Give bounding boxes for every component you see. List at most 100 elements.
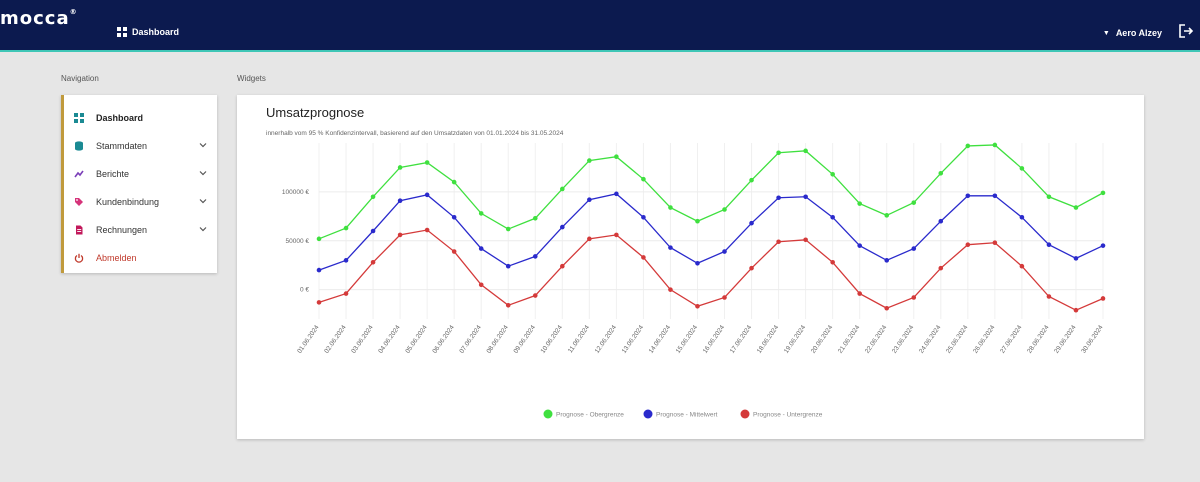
- data-point: [965, 193, 971, 199]
- data-point: [478, 282, 484, 288]
- legend-label: Prognose - Obergrenze: [556, 411, 624, 418]
- data-point: [1100, 243, 1106, 248]
- power-icon: [74, 253, 84, 263]
- data-point: [343, 225, 349, 231]
- x-tick-label: 12.06.2024: [594, 324, 619, 355]
- data-point: [587, 236, 592, 242]
- data-point: [1046, 194, 1052, 200]
- data-point: [830, 171, 835, 177]
- data-point: [911, 295, 917, 300]
- y-tick-label: 0 €: [300, 287, 309, 294]
- legend-label: Prognose - Untergrenze: [753, 411, 823, 418]
- series-line-3: [318, 229, 1104, 311]
- x-tick-label: 28.06.2024: [1026, 324, 1051, 355]
- data-point: [614, 154, 619, 159]
- data-point: [965, 242, 971, 247]
- sidebar-item-dashboard[interactable]: Dashboard: [64, 104, 217, 132]
- x-tick-label: 03.06.2024: [350, 324, 375, 355]
- sidebar-item-label: Rechnungen: [96, 225, 148, 235]
- data-point: [641, 176, 646, 182]
- x-tick-label: 27.06.2024: [999, 324, 1024, 355]
- user-menu[interactable]: ▼ Aero Alzey: [1103, 28, 1162, 38]
- data-point: [722, 207, 727, 212]
- legend-swatch: [740, 409, 750, 419]
- x-tick-label: 06.06.2024: [431, 324, 456, 355]
- x-tick-label: 15.06.2024: [675, 324, 700, 355]
- x-tick-label: 30.06.2024: [1080, 324, 1105, 355]
- x-tick-label: 10.06.2024: [540, 324, 565, 355]
- app-logo[interactable]: mocca®: [0, 8, 78, 29]
- forecast-widget: Umsatzprognose innerhalb vom 95 % Konfid…: [237, 95, 1144, 439]
- data-point: [668, 287, 673, 292]
- data-point: [992, 142, 998, 148]
- data-point: [451, 179, 457, 185]
- data-point: [614, 191, 619, 197]
- data-point: [370, 194, 376, 200]
- data-point: [1046, 242, 1052, 247]
- sidebar-item-berichte[interactable]: Berichte: [64, 160, 217, 188]
- data-point: [1046, 294, 1052, 299]
- sidebar-item-kundenbindung[interactable]: Kundenbindung: [64, 188, 217, 216]
- x-tick-label: 05.06.2024: [404, 324, 429, 355]
- x-tick-label: 02.06.2024: [323, 324, 348, 355]
- data-point: [695, 218, 700, 224]
- data-point: [316, 300, 322, 305]
- y-tick-label: 50000 €: [286, 238, 310, 245]
- widget-title: Umsatzprognose: [266, 105, 365, 120]
- data-point: [938, 218, 944, 224]
- data-point: [424, 192, 430, 198]
- data-point: [1100, 296, 1106, 301]
- data-point: [397, 198, 403, 203]
- data-point: [884, 213, 890, 218]
- data-point: [1019, 215, 1025, 220]
- sidebar: Dashboard Stammdaten Berichte Kundenbind…: [61, 95, 217, 273]
- data-point: [911, 246, 917, 251]
- data-point: [803, 148, 808, 154]
- x-tick-label: 24.06.2024: [918, 324, 943, 355]
- y-tick-label: 100000 €: [282, 189, 309, 196]
- data-point: [668, 205, 673, 210]
- data-point: [965, 143, 971, 149]
- chevron-down-icon: [199, 227, 207, 232]
- sidebar-item-stammdaten[interactable]: Stammdaten: [64, 132, 217, 160]
- data-point: [478, 246, 484, 251]
- data-point: [505, 226, 511, 232]
- data-point: [560, 224, 565, 230]
- sidebar-item-abmelden[interactable]: Abmelden: [64, 244, 217, 272]
- x-tick-label: 13.06.2024: [621, 324, 646, 355]
- forecast-line-chart: 0 € 50000 € 100000 € 01.06.2024 02.06.2024 03…: [282, 142, 1106, 419]
- data-point: [776, 150, 781, 156]
- topnav-dashboard[interactable]: Dashboard: [117, 27, 179, 37]
- data-point: [532, 293, 538, 298]
- sidebar-item-label: Kundenbindung: [96, 197, 160, 207]
- legend-label: Prognose - Mittelwert: [656, 411, 718, 418]
- data-point: [938, 265, 944, 271]
- sidebar-item-rechnungen[interactable]: Rechnungen: [64, 216, 217, 244]
- chart-icon: [74, 169, 84, 179]
- x-tick-label: 23.06.2024: [891, 324, 916, 355]
- caret-down-icon: ▼: [1102, 29, 1110, 37]
- data-point: [370, 228, 376, 234]
- data-point: [695, 260, 700, 266]
- data-point: [505, 263, 511, 269]
- x-tick-label: 19.06.2024: [783, 324, 808, 355]
- data-point: [803, 194, 808, 200]
- data-point: [830, 215, 835, 220]
- data-point: [803, 237, 808, 243]
- tag-icon: [74, 197, 84, 207]
- x-tick-label: 29.06.2024: [1053, 324, 1078, 355]
- data-point: [424, 227, 430, 233]
- data-point: [776, 195, 781, 201]
- data-point: [343, 291, 349, 296]
- x-tick-label: 26.06.2024: [972, 324, 997, 355]
- x-tick-label: 09.06.2024: [513, 324, 538, 355]
- x-tick-label: 08.06.2024: [485, 324, 510, 355]
- data-point: [316, 267, 322, 273]
- sidebar-item-label: Berichte: [96, 169, 130, 179]
- data-point: [532, 215, 538, 221]
- data-point: [722, 295, 727, 300]
- data-point: [424, 160, 430, 165]
- data-point: [857, 201, 862, 206]
- data-point: [1073, 256, 1079, 261]
- logout-icon[interactable]: [1178, 23, 1194, 39]
